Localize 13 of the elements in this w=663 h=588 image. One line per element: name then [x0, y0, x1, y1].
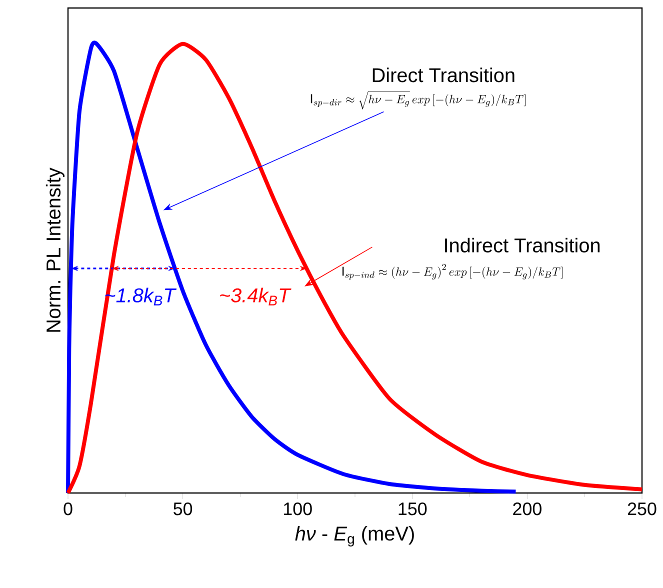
x-axis-title: hν - E$_{g}$ (meV)	[295, 526, 414, 546]
annotation: $\mathrm{I}_{sp-ind} \approx \left(h\nu - E_g\right)^2 exp\left[-(h\nu - E_g)/k_BT\right]$	[342, 264, 562, 280]
annotation: $\mathrm{I}_{sp-dir} \approx \sqrt{h\nu - E_g}\,exp\left[-(h\nu - E_g)/k_BT\right]$	[310, 91, 526, 110]
annotation: Indirect Transition	[445, 238, 600, 252]
x-tick-label: 50	[174, 502, 192, 516]
x-tick-label: 0	[64, 502, 72, 516]
annotation: ~3.4k$_{B}$T	[220, 288, 292, 306]
y-axis-title: Norm. PL Intensity	[46, 168, 64, 332]
x-tick-label: 250	[628, 502, 656, 516]
x-tick-label: 150	[398, 502, 427, 516]
annotation: Direct Transition	[372, 68, 514, 82]
x-tick-label: 100	[284, 502, 312, 516]
x-tick-label: 200	[513, 502, 542, 516]
